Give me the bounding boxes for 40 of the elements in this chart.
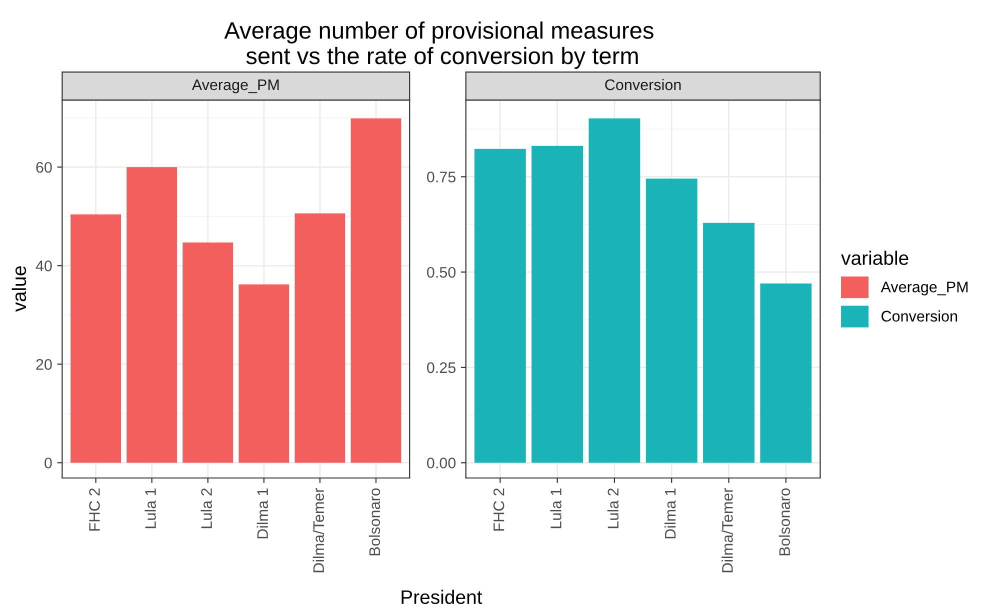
bar (760, 284, 812, 463)
y-axis-title: value (12, 266, 26, 312)
y-tick-label: 0.25 (427, 362, 456, 374)
y-tick-label: 20 (36, 359, 52, 370)
bar (588, 118, 640, 463)
text: Conversion (605, 78, 681, 90)
legend-title: variable (841, 250, 908, 266)
bar (294, 213, 346, 463)
bar (126, 167, 178, 463)
x-tick-label: Lula 2 (200, 488, 212, 528)
bar (182, 242, 234, 463)
y-tick-label: 0.75 (427, 172, 456, 182)
bar (474, 148, 526, 463)
chart-title: Average number of provisional measures sent vs the rate of conversion by term (224, 21, 654, 69)
x-tick-label: FHC 2 (493, 488, 504, 531)
x-axis-title: President (402, 590, 482, 604)
x-tick-label: Dilma 1 (256, 488, 268, 538)
legend-label: Average_PM (880, 282, 968, 296)
y-tick-label: 0.50 (427, 266, 456, 278)
y-tick-label: 40 (36, 260, 52, 272)
legend-label: Conversion (882, 310, 958, 322)
x-tick-label: Dilma 1 (664, 488, 676, 538)
bar (646, 178, 698, 463)
bar (350, 118, 402, 463)
y-tick-label: 60 (36, 162, 52, 173)
bar (70, 214, 122, 463)
bar (703, 222, 754, 463)
x-tick-label: FHC 2 (89, 488, 100, 531)
x-tick-label: Lula 1 (550, 488, 562, 528)
x-tick-label: Dilma/Temer (722, 488, 733, 572)
x-tick-label: Dilma/Temer (312, 488, 324, 572)
x-tick-label: Bolsonaro (778, 488, 790, 556)
bar (238, 284, 290, 463)
x-tick-label: Bolsonaro (368, 488, 380, 556)
bar (532, 146, 584, 463)
y-tick-label: 0 (44, 458, 52, 468)
x-tick-label: Lula 2 (607, 488, 619, 528)
y-tick-label: 0.00 (427, 458, 456, 468)
x-tick-label: Lula 1 (144, 488, 156, 528)
text: Average_PM (192, 80, 279, 94)
